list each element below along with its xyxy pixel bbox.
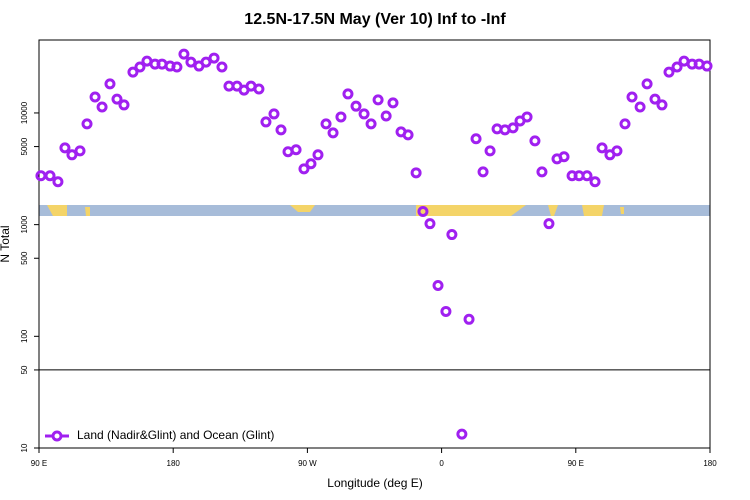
point [558,151,570,163]
point [312,149,324,161]
point [260,116,272,128]
point [365,118,377,130]
point [432,280,444,292]
x-tick-label: 0 [439,459,444,468]
point [44,170,56,182]
point [410,167,422,179]
point [81,118,93,130]
point [342,88,354,100]
y-tick-label: 10000 [20,101,29,124]
point [216,61,228,73]
point [440,305,452,317]
point [543,218,555,230]
point [536,166,548,178]
point [446,229,458,241]
point [634,101,646,113]
point [671,61,683,73]
point [521,111,533,123]
point [253,83,265,95]
point [456,428,468,440]
point [626,91,638,103]
point [380,110,392,122]
point [649,93,661,105]
y-tick-label: 500 [20,251,29,265]
point [208,52,220,64]
y-tick-label: 5000 [20,137,29,155]
point [611,145,623,157]
point [171,61,183,73]
legend-marker [51,430,63,442]
chart-title: 12.5N-17.5N May (Ver 10) Inf to -Inf [244,11,506,28]
y-tick-label: 1000 [20,215,29,233]
point [320,118,332,130]
point [111,93,123,105]
map-strip [39,205,710,216]
point [424,218,436,230]
x-tick-label: 180 [703,459,717,468]
point [507,122,519,134]
point [358,108,370,120]
point [581,170,593,182]
point [477,166,489,178]
point [200,56,212,68]
point [596,142,608,154]
point [104,78,116,90]
point [134,61,146,73]
point [641,78,653,90]
point [327,127,339,139]
point [305,158,317,170]
point [96,101,108,113]
point [619,118,631,130]
point [185,56,197,68]
point [74,145,86,157]
point [417,206,429,218]
point [663,66,675,78]
y-axis-label: N Total [0,225,12,262]
x-tick-label: 180 [167,459,181,468]
x-tick-label: 90 E [568,459,584,468]
point [35,170,47,182]
point [298,163,310,175]
point [275,124,287,136]
point [268,108,280,120]
plot-frame [38,39,711,449]
point [127,66,139,78]
point [59,142,71,154]
legend-label: Land (Nadir&Glint) and Ocean (Glint) [77,428,274,442]
point [529,135,541,147]
point [290,144,302,156]
x-tick-label: 90 W [298,459,317,468]
point [484,145,496,157]
point [52,176,64,188]
point [402,129,414,141]
point [387,97,399,109]
point [701,60,713,72]
point [89,91,101,103]
point [66,149,78,161]
point [335,111,347,123]
point [178,48,190,60]
x-tick-label: 90 E [31,459,47,468]
point [470,133,482,145]
point [656,99,668,111]
y-tick-label: 10 [20,443,29,452]
point [118,99,130,111]
y-tick-label: 100 [20,329,29,343]
point [350,100,362,112]
point [463,313,475,325]
point [372,94,384,106]
point [589,176,601,188]
x-axis-label: Longitude (deg E) [327,476,422,490]
y-tick-label: 50 [20,365,29,374]
